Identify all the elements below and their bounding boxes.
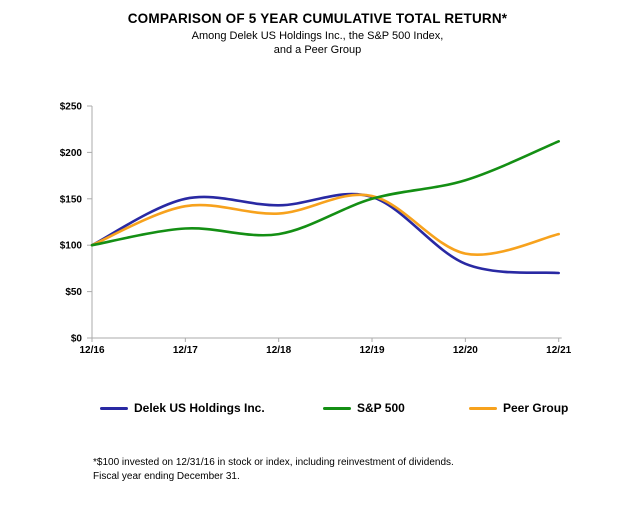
series-line-sp500 xyxy=(90,140,560,247)
y-axis-ticks xyxy=(87,105,92,339)
delek-line-swatch-icon xyxy=(100,406,128,410)
footnote-line1: *$100 invested on 12/31/16 in stock or i… xyxy=(93,457,454,468)
chart-footnote: *$100 invested on 12/31/16 in stock or i… xyxy=(93,456,454,484)
series-line-peer-group xyxy=(90,193,560,256)
y-tick-label: $50 xyxy=(65,287,82,298)
x-tick-label: 12/16 xyxy=(79,345,104,356)
y-tick-label: $200 xyxy=(60,148,83,159)
y-tick-label: $100 xyxy=(60,241,83,252)
chart-header: COMPARISON OF 5 YEAR CUMULATIVE TOTAL RE… xyxy=(0,11,635,57)
sp500-line-swatch-icon xyxy=(323,406,351,410)
x-axis-ticks xyxy=(91,338,560,342)
x-tick-label: 12/19 xyxy=(360,345,385,356)
legend-label-sp500: S&P 500 xyxy=(357,401,405,415)
x-tick-label: 12/17 xyxy=(173,345,198,356)
x-tick-label: 12/18 xyxy=(266,345,291,356)
legend-item-peer-group: Peer Group xyxy=(469,400,568,416)
chart-legend: Delek US Holdings Inc. S&P 500 Peer Grou… xyxy=(0,400,635,416)
legend-label-delek: Delek US Holdings Inc. xyxy=(134,401,265,415)
peer-group-line-swatch-icon xyxy=(469,406,497,410)
chart-subtitle-line2: and a Peer Group xyxy=(273,44,362,56)
chart-subtitle-line1: Among Delek US Holdings Inc., the S&P 50… xyxy=(191,30,444,42)
legend-item-delek: Delek US Holdings Inc. xyxy=(100,400,265,416)
y-tick-label: $250 xyxy=(60,102,83,113)
footnote-line2: Fiscal year ending December 31. xyxy=(93,471,240,482)
y-axis-labels: $250 $200 $150 $100 $50 $0 xyxy=(60,102,83,345)
x-tick-label: 12/20 xyxy=(453,345,478,356)
legend-label-peer-group: Peer Group xyxy=(503,401,569,415)
chart-title: COMPARISON OF 5 YEAR CUMULATIVE TOTAL RE… xyxy=(127,11,508,26)
y-tick-label: $150 xyxy=(60,194,83,205)
x-tick-label: 12/21 xyxy=(546,345,571,356)
x-axis-labels: 12/16 12/17 12/18 12/19 12/20 12/21 xyxy=(79,345,571,356)
legend-item-sp500: S&P 500 xyxy=(323,400,405,416)
series-line-delek xyxy=(90,192,560,275)
y-tick-label: $0 xyxy=(71,334,83,345)
